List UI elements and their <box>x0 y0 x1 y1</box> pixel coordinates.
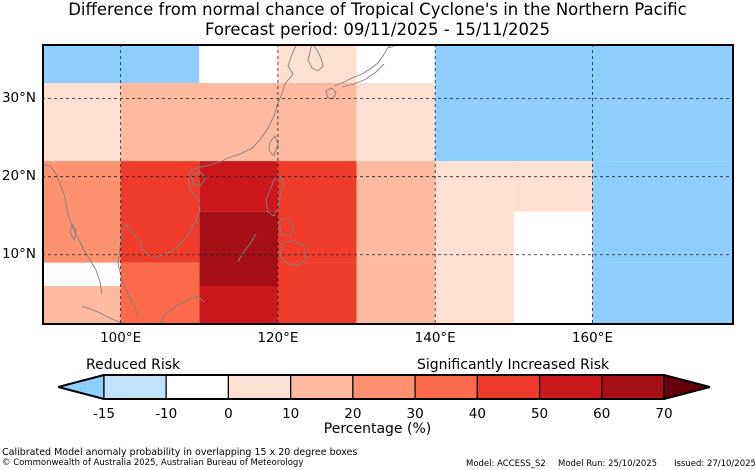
model-name: Model: ACCESS_S2 <box>466 459 546 469</box>
anomaly-cell-7 <box>356 83 436 162</box>
anomaly-cell-21 <box>199 286 278 325</box>
anomaly-cell-20 <box>120 262 200 325</box>
coast-indochina <box>138 166 201 258</box>
map-frame <box>42 44 734 325</box>
colorbar-bin-2 <box>227 374 292 400</box>
model-run: Model Run: 25/10/2025 <box>558 459 658 469</box>
colorbar-bin-1 <box>165 374 229 400</box>
colorbar-tick-7: 50 <box>530 406 549 422</box>
anomaly-cell-12 <box>199 211 278 286</box>
anomaly-cell-18 <box>592 161 734 263</box>
colorbar-tick-6: 40 <box>468 406 486 422</box>
colorbar-tick-4: 20 <box>344 406 362 422</box>
colorbar-bin-8 <box>601 374 665 400</box>
lat-label-1: 20°N <box>1 167 36 184</box>
colorbar <box>58 374 710 400</box>
chart-title: Difference from normal chance of Tropica… <box>68 0 687 19</box>
increased-risk-label: Significantly Increased Risk <box>417 357 610 373</box>
colorbar-bin-6 <box>476 374 541 400</box>
colorbar-tick-3: 10 <box>282 406 300 422</box>
lon-label-3: 160°E <box>571 330 613 346</box>
copyright: © Commonwealth of Australia 2025, Austra… <box>2 458 304 468</box>
footnote: Calibrated Model anomaly probability in … <box>2 447 358 458</box>
coast-visayas <box>277 217 295 237</box>
coast-korea <box>307 44 324 72</box>
coast-luzon <box>265 175 285 217</box>
colorbar-label: Percentage (%) <box>323 421 432 437</box>
colorbar-bin-5 <box>414 374 478 400</box>
coast-taiwan <box>268 135 279 157</box>
forecast-period: Forecast period: 09/11/2025 - 15/11/2025 <box>204 20 551 39</box>
anomaly-cell-5 <box>42 83 121 162</box>
anomaly-cell-26 <box>592 262 734 325</box>
coast-andaman <box>69 222 77 242</box>
colorbar-tick-2: 0 <box>224 406 233 422</box>
colorbar-bin-0 <box>103 374 167 400</box>
anomaly-cell-15 <box>435 161 514 263</box>
colorbar-tick-5: 30 <box>406 406 424 422</box>
colorbar-tick-1: -10 <box>155 406 178 422</box>
colorbar-frame <box>58 374 710 400</box>
reduced-risk-label: Reduced Risk <box>86 357 181 373</box>
anomaly-cell-16 <box>513 161 593 212</box>
anomaly-cell-6 <box>120 83 357 162</box>
lat-label-2: 10°N <box>1 245 36 262</box>
lon-label-1: 120°E <box>257 330 299 346</box>
anomaly-cell-10 <box>120 161 200 263</box>
colorbar-tick-0: -15 <box>92 406 116 422</box>
coast-japan-kyushu <box>325 87 337 100</box>
coast-palawan <box>237 233 257 263</box>
coast-japan-honshu <box>333 44 392 88</box>
colorbar-tick-9: 70 <box>655 406 673 422</box>
coast-mindanao <box>279 239 307 267</box>
graticule <box>42 44 734 325</box>
anomaly-cell-14 <box>356 161 436 263</box>
coast-borneo <box>157 295 205 325</box>
anomaly-cell-24 <box>435 262 514 325</box>
colorbar-bin-7 <box>539 374 603 400</box>
anomaly-cell-13 <box>277 161 357 263</box>
anomaly-cell-25 <box>513 262 593 325</box>
coastline <box>42 44 399 325</box>
colorbar-tick-8: 60 <box>593 406 611 422</box>
anomaly-map <box>42 44 734 325</box>
anomaly-cell-17 <box>513 211 593 263</box>
anomaly-cell-8 <box>435 83 734 162</box>
anomaly-cell-1 <box>199 44 278 83</box>
colorbar-bin-4 <box>352 374 416 400</box>
issued-date: Issued: 27/10/2025 <box>674 459 755 469</box>
colorbar-under-arrow <box>58 374 105 400</box>
lon-label-0: 100°E <box>100 330 142 346</box>
anomaly-cells <box>42 44 734 325</box>
coast-myanmar <box>42 163 103 295</box>
anomaly-cell-23 <box>356 262 436 325</box>
coast-gulf-thailand <box>117 223 140 317</box>
lat-label-0: 30°N <box>1 89 36 106</box>
colorbar-bin-3 <box>290 374 354 400</box>
anomaly-cell-11 <box>199 161 278 212</box>
coast-china <box>199 44 298 168</box>
anomaly-cell-19 <box>42 286 121 325</box>
anomaly-cell-22 <box>277 262 357 325</box>
coast-hainan <box>191 171 207 187</box>
anomaly-cell-9 <box>42 161 121 263</box>
colorbar-over-arrow <box>663 374 710 400</box>
anomaly-cell-4 <box>435 44 734 83</box>
lon-label-2: 140°E <box>414 330 456 346</box>
